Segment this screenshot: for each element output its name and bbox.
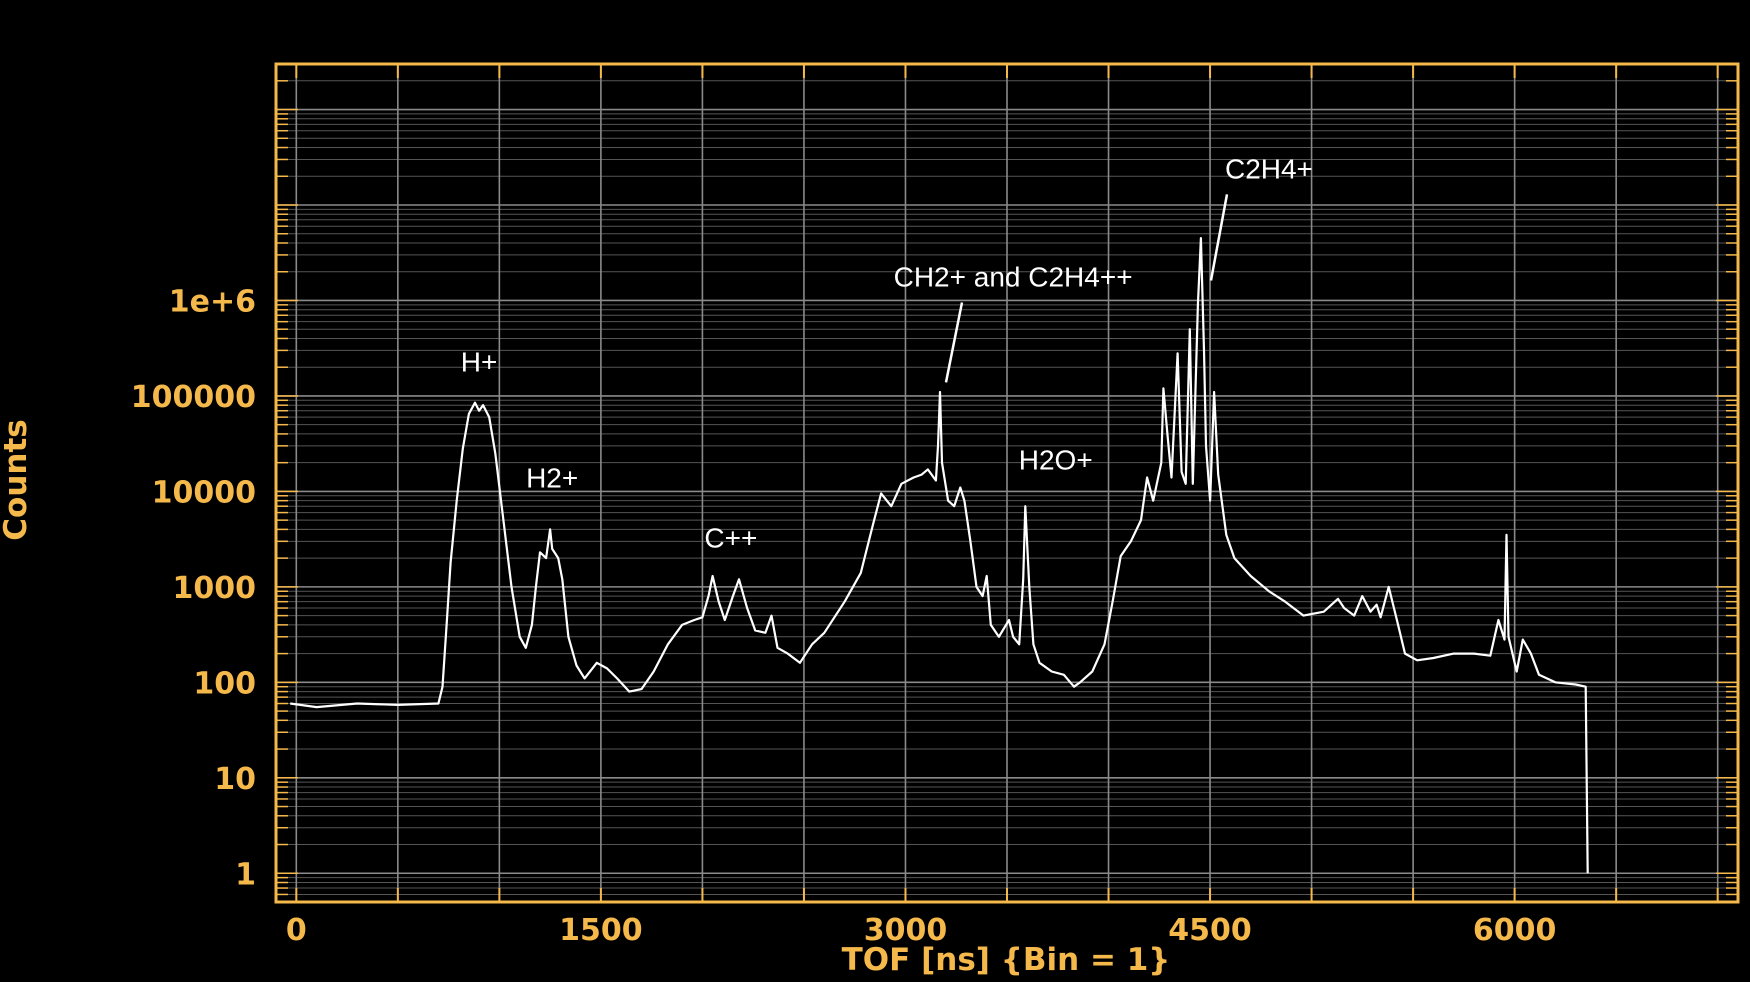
peak-label: H2O+ [1019, 444, 1093, 475]
y-tick-label: 1 [235, 857, 256, 892]
peak-label: H2+ [526, 462, 578, 493]
peak-label: C++ [704, 522, 757, 553]
y-tick-label: 1e+6 [169, 284, 256, 319]
x-tick-labels: 0 1500 3000 4500 6000 [286, 913, 1557, 948]
y-tick-labels: 1 10 100 1000 10000 100000 1e+6 [131, 284, 256, 892]
frame-ticks [276, 63, 1738, 903]
peak-label: C2H4+ [1225, 153, 1313, 184]
x-tick-label: 6000 [1473, 913, 1557, 948]
y-tick-label: 10000 [152, 475, 256, 510]
y-tick-label: 1000 [173, 571, 257, 606]
x-tick-label: 1500 [559, 913, 643, 948]
x-tick-label: 0 [286, 913, 307, 948]
series-layer [290, 237, 1589, 874]
y-axis-title: Counts [0, 419, 34, 540]
peak-pointer-line [944, 302, 964, 383]
annotation-layer: H+ H2+ C++ CH2+ and C2H4++ H2O+ C2H4+ [461, 153, 1313, 553]
peak-label: H+ [461, 347, 498, 378]
peak-pointer-line [1209, 194, 1229, 281]
x-tick-label: 3000 [864, 913, 948, 948]
x-axis-title: TOF [ns] {Bin = 1} [842, 942, 1171, 978]
y-tick-label: 10 [214, 762, 256, 797]
y-tick-label: 100 [193, 666, 256, 701]
plot-frame [274, 62, 1740, 904]
x-tick-label: 4500 [1168, 913, 1252, 948]
spectrum-trace [290, 237, 1589, 874]
y-tick-label: 100000 [131, 380, 256, 415]
peak-label: CH2+ and C2H4++ [894, 262, 1133, 293]
major-grid [276, 64, 1738, 902]
